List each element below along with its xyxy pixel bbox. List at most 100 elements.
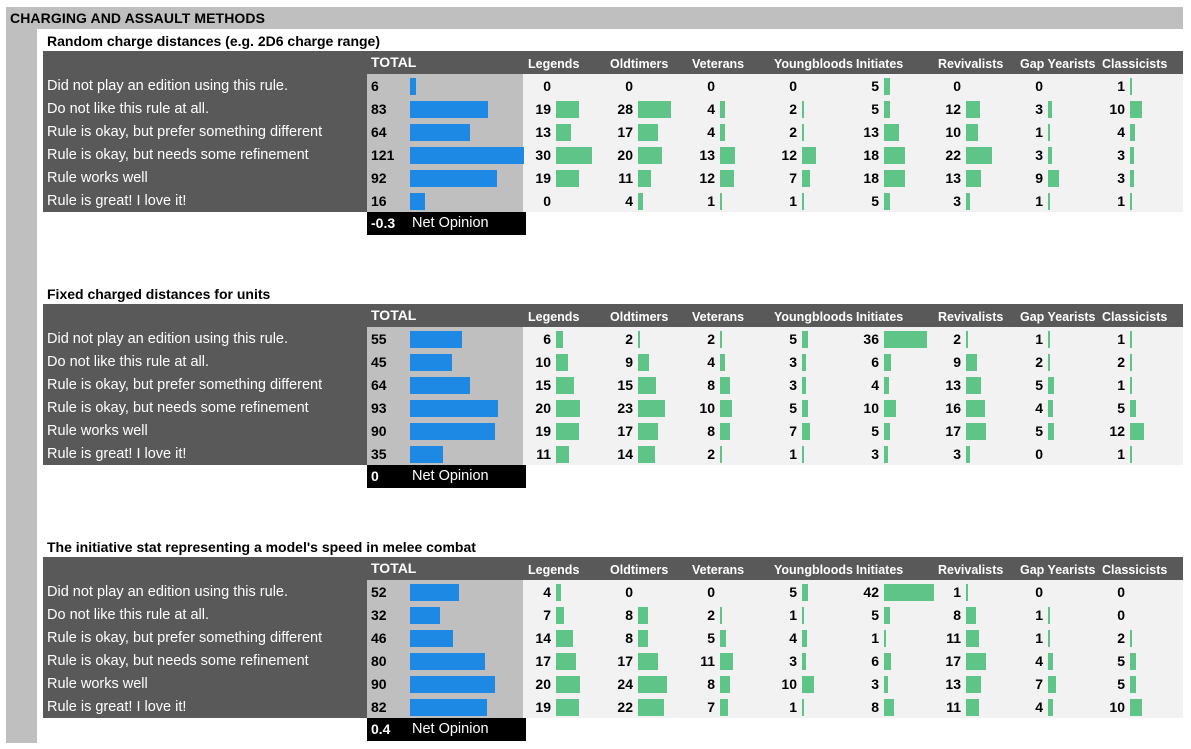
group-value: 6 <box>871 653 879 669</box>
group-bar <box>1130 676 1136 693</box>
group-value: 1 <box>707 193 715 209</box>
group-value: 11 <box>946 630 961 646</box>
group-bar <box>556 400 580 417</box>
group-bar <box>802 331 808 348</box>
group-value: 11 <box>536 446 551 462</box>
left-band <box>6 29 37 743</box>
column-header-classicists: Classicists <box>1102 57 1168 71</box>
group-bar <box>638 400 665 417</box>
group-bar <box>720 607 722 624</box>
total-value: 80 <box>371 653 387 669</box>
net-opinion-value: 0.4 <box>371 721 391 737</box>
group-bar <box>884 193 890 210</box>
group-value: 6 <box>871 354 879 370</box>
group-header-row <box>523 557 1183 580</box>
header-bar: CHARGING AND ASSAULT METHODS <box>6 7 1183 29</box>
group-bar <box>884 377 889 394</box>
group-bar <box>884 653 891 670</box>
group-value: 4 <box>1035 699 1043 715</box>
group-value: 4 <box>1035 400 1043 416</box>
group-value: 8 <box>625 630 633 646</box>
group-bar <box>884 699 894 716</box>
group-value: 4 <box>707 354 715 370</box>
group-value: 17 <box>945 653 961 669</box>
group-value: 7 <box>707 699 715 715</box>
group-value: 17 <box>535 653 551 669</box>
group-bar <box>720 630 726 647</box>
group-value: 8 <box>871 699 879 715</box>
group-bar <box>720 170 734 187</box>
group-value: 16 <box>945 400 961 416</box>
group-value: 17 <box>617 653 633 669</box>
total-number-column <box>367 580 408 718</box>
group-value: 0 <box>707 78 715 94</box>
group-bar <box>966 607 976 624</box>
group-value: 13 <box>699 147 715 163</box>
group-bar <box>556 607 564 624</box>
net-opinion-label: Net Opinion <box>412 721 489 737</box>
row-label: Rule is great! I love it! <box>47 193 187 209</box>
total-bar <box>410 331 462 348</box>
total-bar <box>410 653 485 670</box>
group-value: 28 <box>617 101 633 117</box>
group-value: 8 <box>953 607 961 623</box>
group-value: 13 <box>945 377 961 393</box>
group-value: 4 <box>543 584 551 600</box>
group-bar <box>802 630 807 647</box>
group-bar <box>1048 193 1050 210</box>
row-label: Do not like this rule at all. <box>47 607 209 623</box>
group-bar <box>884 124 899 141</box>
row-label: Rule is great! I love it! <box>47 699 187 715</box>
group-value: 1 <box>789 193 797 209</box>
total-value: 45 <box>371 354 387 370</box>
group-bar <box>802 400 808 417</box>
group-bar <box>1048 147 1052 164</box>
group-value: 3 <box>871 446 879 462</box>
group-value: 10 <box>781 676 797 692</box>
total-value: 6 <box>371 78 379 94</box>
group-bar <box>802 101 804 118</box>
group-bar <box>966 170 981 187</box>
group-bar <box>1130 699 1142 716</box>
total-header-cell <box>367 51 523 74</box>
group-bar <box>966 676 981 693</box>
row-label: Did not play an edition using this rule. <box>47 78 289 94</box>
group-value: 0 <box>1117 607 1125 623</box>
group-value: 5 <box>1117 653 1125 669</box>
group-value: 20 <box>535 676 551 692</box>
group-bar <box>966 423 986 440</box>
row-label: Do not like this rule at all. <box>47 354 209 370</box>
group-bar <box>638 331 640 348</box>
group-value: 3 <box>871 676 879 692</box>
group-bar <box>802 377 806 394</box>
group-bar <box>1048 170 1059 187</box>
group-value: 18 <box>863 147 879 163</box>
group-bar <box>1130 170 1134 187</box>
group-value: 24 <box>617 676 633 692</box>
group-bar <box>884 101 890 118</box>
group-value: 1 <box>789 699 797 715</box>
group-value: 6 <box>543 331 551 347</box>
total-header-label: TOTAL <box>371 54 417 70</box>
group-value: 3 <box>1117 147 1125 163</box>
group-bar <box>966 446 970 463</box>
chart-title: Fixed charged distances for units <box>47 286 271 302</box>
group-bar <box>884 630 886 647</box>
row-label: Rule is great! I love it! <box>47 446 187 462</box>
group-value: 1 <box>1117 331 1125 347</box>
total-number-column <box>367 327 408 465</box>
group-value: 1 <box>1117 193 1125 209</box>
group-bar <box>638 101 671 118</box>
column-header-youngbloods: Youngbloods <box>774 563 853 577</box>
group-value: 7 <box>789 423 797 439</box>
group-bar <box>1130 653 1136 670</box>
group-bar <box>1130 193 1132 210</box>
group-value: 3 <box>1117 170 1125 186</box>
total-value: 93 <box>371 400 387 416</box>
row-label-column <box>43 51 367 212</box>
group-value: 1 <box>1117 377 1125 393</box>
group-value: 2 <box>1035 354 1043 370</box>
group-value: 4 <box>789 630 797 646</box>
group-bar <box>1048 607 1050 624</box>
group-value: 9 <box>1035 170 1043 186</box>
